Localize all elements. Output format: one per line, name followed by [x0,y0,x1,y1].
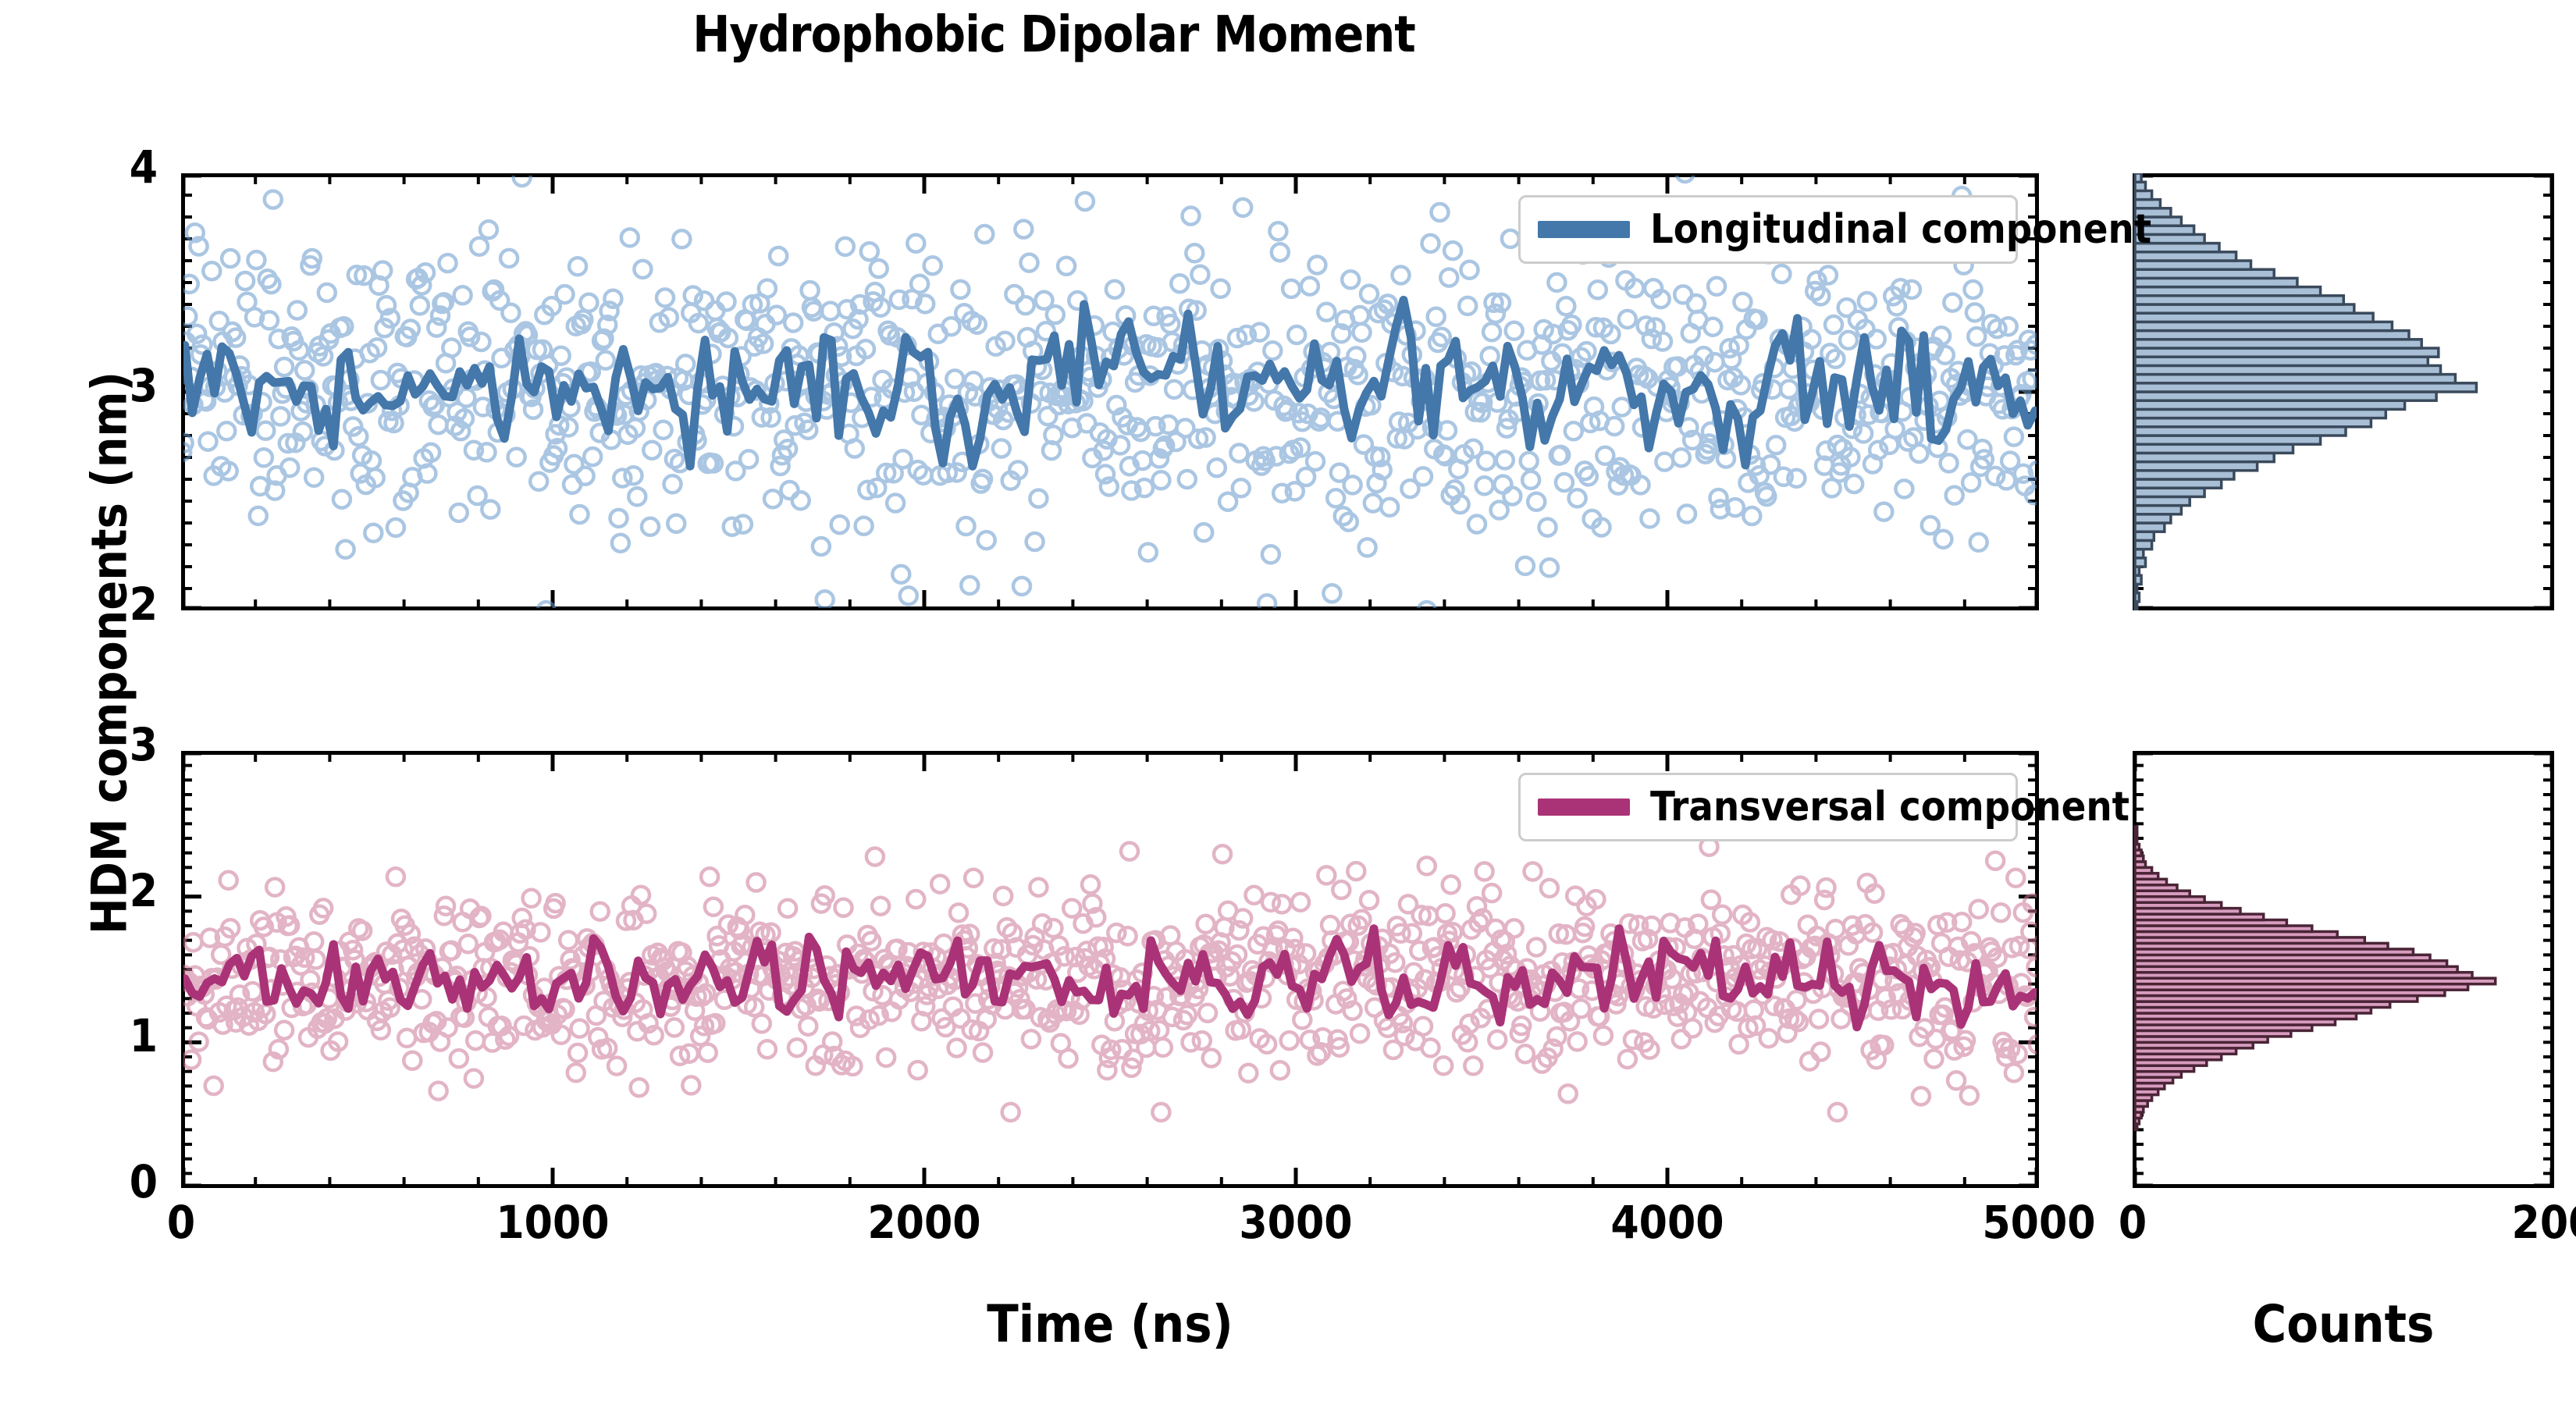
legend-swatch-longitudinal [1538,221,1630,238]
xtick-time-2000: 2000 [867,1196,981,1249]
ytick-bottom-2: 2 [129,863,158,917]
xtick-time-5000: 5000 [1982,1196,2096,1249]
legend-swatch-transversal [1538,799,1630,816]
legend-longitudinal[interactable]: Longitudinal component [1518,195,2151,264]
x-axis-label-counts: Counts [2252,1294,2435,1354]
xtick-counts-0: 0 [2118,1196,2147,1249]
axes-longitudinal-histogram [2133,173,2554,610]
xtick-time-4000: 4000 [1610,1196,1724,1249]
legend-label-longitudinal: Longitudinal component [1650,206,2152,253]
ytick-top-4: 4 [129,140,158,194]
xtick-time-0: 0 [166,1196,196,1249]
legend-label-transversal: Transversal component [1650,784,2130,831]
ytick-bottom-3: 3 [129,718,158,771]
xtick-counts-200: 200 [2511,1196,2576,1249]
legend-transversal[interactable]: Transversal component [1518,773,2129,841]
ytick-bottom-0: 0 [129,1155,158,1208]
axes-transversal-histogram [2133,751,2554,1188]
ytick-top-3: 3 [129,359,158,412]
axes-transversal-timeseries [181,751,2039,1188]
ytick-bottom-1: 1 [129,1009,158,1063]
ytick-top-2: 2 [129,578,158,631]
x-axis-label-time: Time (ns) [987,1294,1233,1354]
xtick-time-1000: 1000 [496,1196,610,1249]
xtick-time-3000: 3000 [1239,1196,1353,1249]
page-title: Hydrophobic Dipolar Moment [692,6,1416,64]
